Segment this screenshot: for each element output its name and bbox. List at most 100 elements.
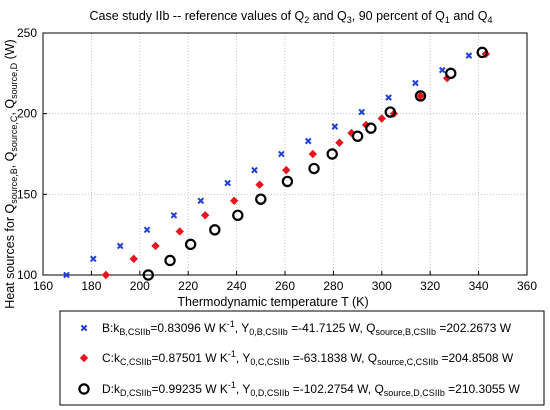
legend-label-part: 0,D,CSIIb [250,388,289,398]
legend-label-part: =0.83096 W K [150,321,226,335]
chart-title-part: , 90 percent of Q [352,9,445,23]
chart-title-part: Case study IIb -- reference values of Q [90,9,305,23]
x-tick-label: 280 [323,279,343,293]
data-point [476,46,488,59]
chart-title-part: 2 [304,15,309,25]
data-point [175,227,184,236]
data-point [184,238,197,251]
legend-label-part: D:k [102,382,121,396]
y-axis-title-part: source,C [9,115,19,152]
y-tick-label: 250 [17,26,37,40]
x-tick-label: 200 [130,279,150,293]
legend-entry: B:kB,CSIIb=0.83096 W K-1, Y0,B,CSIIb =-4… [80,319,512,337]
legend-label-part: , Y [236,382,250,396]
x-tick-label: 220 [178,279,198,293]
chart-title-part: and Q [450,9,488,23]
data-point [232,209,244,222]
data-point [116,242,124,250]
y-axis-title-part: , Q [3,99,17,116]
data-point [308,162,320,175]
y-axis-title-part: , Q [3,151,17,168]
legend-label-part: source,C,CSIIb [377,357,438,367]
legend-label-part: -1 [228,380,236,390]
data-point [465,52,473,59]
legend-label-part: source,B,CSIIb [375,327,436,337]
x-tick-label: 260 [275,279,295,293]
legend-label-part: , Y [235,321,249,335]
data-point [101,270,111,280]
x-tick-label: 300 [372,279,392,293]
legend-label-part: source,D,CSIIb [384,388,445,398]
axis-ticks-layer: 160 180 200 220 240 260 280 300 320 340 360 100 150 2… [17,26,537,293]
series-b [63,52,473,279]
legend-label-part: 0,B,CSIIb [249,327,288,337]
x-axis-title: Thermodynamic temperature T (K) [177,295,368,309]
y-tick-label: 150 [17,187,37,201]
data-point [326,148,338,160]
y-axis-title-part: Heat sources for Q [3,204,17,309]
chart-title-part: and Q [309,9,347,23]
legend-label: B:kB,CSIIb=0.83096 W K-1, Y0,B,CSIIb =-4… [102,319,512,337]
data-point [412,79,419,87]
y-axis-title-part: source,B [9,168,19,204]
legend-label-part: C:k [102,351,121,365]
x-tick-label: 180 [81,279,101,293]
data-point [255,180,264,189]
data-point [384,106,396,118]
legend-box [59,310,545,406]
data-point [151,241,160,251]
x-tick-label: 160 [33,279,53,293]
chart-title-part: 4 [487,15,492,25]
x-tick-label: 340 [469,279,489,293]
legend-label-part: B,CSIIb [119,327,150,337]
data-point [365,122,377,134]
legend-marker [78,383,90,395]
data-point [438,66,446,74]
legend-label-part: -1 [228,349,236,359]
x-axis-title-layer: Thermodynamic temperature T (K) [177,295,368,309]
y-axis-title-part: source,D [9,62,19,99]
legend-marker [80,324,88,332]
data-point [200,211,210,220]
data-point [209,224,221,236]
data-point [281,175,294,188]
data-point [251,166,258,174]
legend-label-part: =204.8508 W [438,351,514,365]
chart-title-part: 1 [445,15,450,25]
chart-title-part: 3 [347,15,352,25]
legend-label-part: 0,C,CSIIb [250,357,289,367]
legend-label-part: =-41.7125 W, Q [288,321,376,335]
data-point [229,196,239,205]
data-point [308,149,318,159]
x-tick-label: 320 [420,279,440,293]
y-axis-title: Heat sources for Qsource,B, Qsource,C, Q… [3,39,19,308]
grid-layer [42,32,528,276]
legend-label-part: =-102.2754 W, Q [289,382,383,396]
legend-label: D:kD,CSIIb=0.99235 W K-1, Y0,D,CSIIb =-1… [102,380,521,398]
data-point [304,137,312,145]
legend-entry: C:kC,CSIIb=0.87501 W K-1, Y0,C,CSIIb =-6… [79,349,514,367]
data-point [358,108,366,116]
y-axis-title-part: (W) [3,39,17,63]
y-tick-label: 200 [17,107,37,121]
data-point [224,179,231,187]
legend: B:kB,CSIIb=0.83096 W K-1, Y0,B,CSIIb =-4… [59,310,545,406]
y-tick-label: 100 [17,268,37,282]
data-point [351,130,364,142]
data-point [445,67,457,80]
data-point [414,90,427,102]
x-tick-label: 240 [227,279,247,293]
legend-label-part: =202.2673 W [436,321,512,335]
data-point [385,94,392,101]
data-point [331,123,339,130]
data-point [416,91,425,101]
data-point [377,114,386,123]
data-point [442,73,452,83]
data-point [63,271,70,279]
legend-label: C:kC,CSIIb=0.87501 W K-1, Y0,C,CSIIb =-6… [102,349,514,367]
legend-label-part: =0.99235 W K [152,382,228,396]
series-c [101,49,491,280]
data-point [255,193,267,205]
data-marks-layer [63,46,491,281]
